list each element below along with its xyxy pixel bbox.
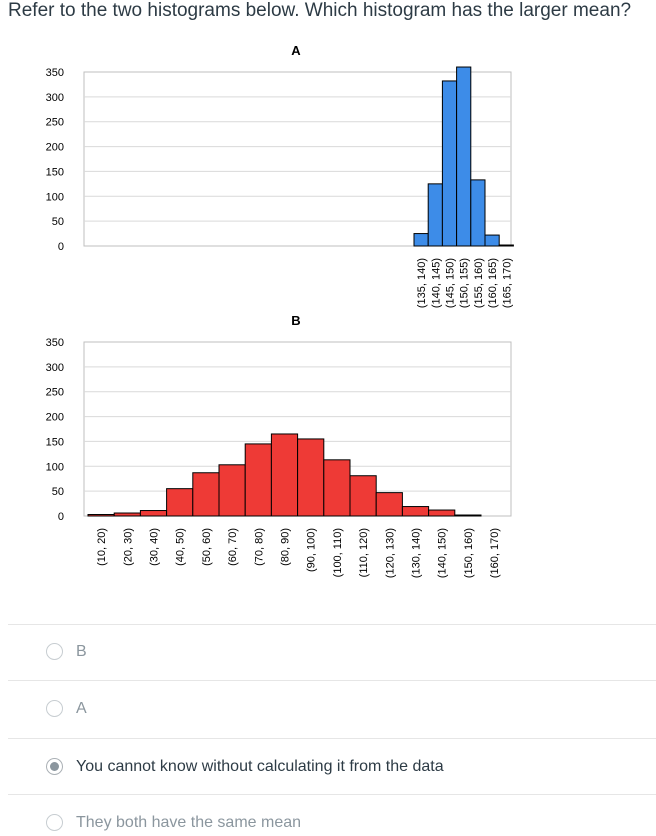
chart-b-bar xyxy=(166,488,194,517)
option-a[interactable]: A xyxy=(0,680,656,738)
chart-a-bar xyxy=(427,183,443,247)
chart-b-bar xyxy=(401,506,430,517)
chart-a-xtick-label: (135, 140) xyxy=(416,258,428,308)
chart-b-xtick-label: (160, 170) xyxy=(489,528,501,578)
chart-b-xtick-label: (80, 90) xyxy=(280,528,292,566)
chart-a-bar xyxy=(456,66,472,247)
chart-b-xtick-label: (120, 130) xyxy=(384,528,396,578)
chart-b-ytick-label: 50 xyxy=(52,486,64,498)
chart-a-bar xyxy=(484,234,500,247)
chart-b-ytick-label: 300 xyxy=(46,362,64,374)
chart-a-bar xyxy=(498,244,514,247)
option-cannot-know-label: You cannot know without calculating it f… xyxy=(76,758,444,775)
chart-a-xtick-label: (150, 155) xyxy=(459,258,471,308)
chart-b-ytick-label: 100 xyxy=(46,461,64,473)
chart-a-xtick-label: (140, 145) xyxy=(430,258,442,308)
option-same-mean-radio[interactable] xyxy=(46,814,63,831)
chart-b-xtick-label: (40, 50) xyxy=(175,528,187,566)
chart-a-bar xyxy=(470,179,486,247)
divider xyxy=(8,680,656,681)
chart-b-bar xyxy=(244,443,272,517)
option-cannot-know-radio[interactable] xyxy=(46,758,63,775)
option-a-radio[interactable] xyxy=(46,700,63,717)
chart-a-xtick-label: (165, 170) xyxy=(501,258,513,308)
option-cannot-know[interactable]: You cannot know without calculating it f… xyxy=(0,738,656,794)
chart-b-xtick-label: (30, 40) xyxy=(149,528,161,566)
divider xyxy=(8,624,656,625)
chart-a-bar xyxy=(413,233,429,247)
chart-a-bar xyxy=(441,80,458,247)
histogram-b: B 0 50 100 150 200 250 300 350 (10, 20) (20, 30)… xyxy=(46,313,512,578)
chart-a-ytick-label: 350 xyxy=(46,67,64,79)
chart-b-bar xyxy=(113,512,141,517)
chart-b-xtick-label: (20, 30) xyxy=(122,528,134,566)
chart-a-xtick-label: (155, 160) xyxy=(473,258,485,308)
chart-b-bar xyxy=(87,514,115,517)
chart-b-ytick-label: 0 xyxy=(58,511,64,523)
chart-a-ytick-label: 150 xyxy=(46,166,64,178)
divider xyxy=(8,738,656,739)
chart-b-xtick-label: (130, 140) xyxy=(411,528,423,578)
chart-a-ytick-label: 100 xyxy=(46,191,64,203)
chart-b-xtick-label: (110, 120) xyxy=(358,528,370,577)
chart-a-title: A xyxy=(291,43,301,58)
chart-a-ytick-label: 200 xyxy=(46,142,64,154)
chart-b-ytick-label: 250 xyxy=(46,387,64,399)
chart-b-xtick-label: (50, 60) xyxy=(201,528,213,566)
chart-b-bar xyxy=(375,492,403,517)
chart-b-xtick-label: (140, 150) xyxy=(437,528,449,578)
option-b-radio[interactable] xyxy=(46,643,63,660)
histogram-a: A 0 50 100 150 200 250 300 350 (135, 140) (140, … xyxy=(46,43,514,308)
chart-b-xtick-label: (150, 160) xyxy=(463,528,475,578)
chart-b-bar xyxy=(218,464,246,517)
chart-b-xtick-label: (100, 110) xyxy=(332,528,344,577)
chart-a-ytick-label: 300 xyxy=(46,92,64,104)
chart-b-bar xyxy=(192,472,220,517)
chart-a-ytick-label: 250 xyxy=(46,117,64,129)
chart-b-bar xyxy=(349,475,377,517)
chart-b-bar xyxy=(270,433,299,517)
chart-b-bar xyxy=(428,509,456,517)
chart-b-xtick-label: (10, 20) xyxy=(96,528,108,566)
chart-b-title: B xyxy=(291,313,300,328)
chart-a-ytick-label: 50 xyxy=(52,216,64,228)
option-same-mean-label: They both have the same mean xyxy=(76,814,302,831)
question-text: Refer to the two histograms below. Which… xyxy=(8,0,632,21)
chart-a-ytick-label: 0 xyxy=(58,241,64,253)
chart-b-ytick-label: 200 xyxy=(46,412,64,424)
chart-b-xtick-label: (90, 100) xyxy=(306,528,318,572)
chart-b-ytick-label: 150 xyxy=(46,436,64,448)
chart-a-xtick-label: (160, 165) xyxy=(487,258,499,308)
chart-b-bar xyxy=(454,514,482,517)
chart-b-ytick-label: 350 xyxy=(46,337,64,349)
option-b[interactable]: B xyxy=(0,624,656,680)
chart-b-xtick-label: (60, 70) xyxy=(227,528,239,566)
chart-b-bar xyxy=(297,438,325,517)
chart-b-bar xyxy=(139,510,168,517)
chart-b-xtick-label: (70, 80) xyxy=(253,528,265,566)
option-b-label: B xyxy=(76,643,87,660)
chart-a-xtick-label: (145, 150) xyxy=(445,258,457,308)
chart-b-bar xyxy=(323,459,351,517)
divider xyxy=(8,794,656,795)
option-same-mean[interactable]: They both have the same mean xyxy=(0,794,656,836)
option-a-label: A xyxy=(76,700,87,717)
